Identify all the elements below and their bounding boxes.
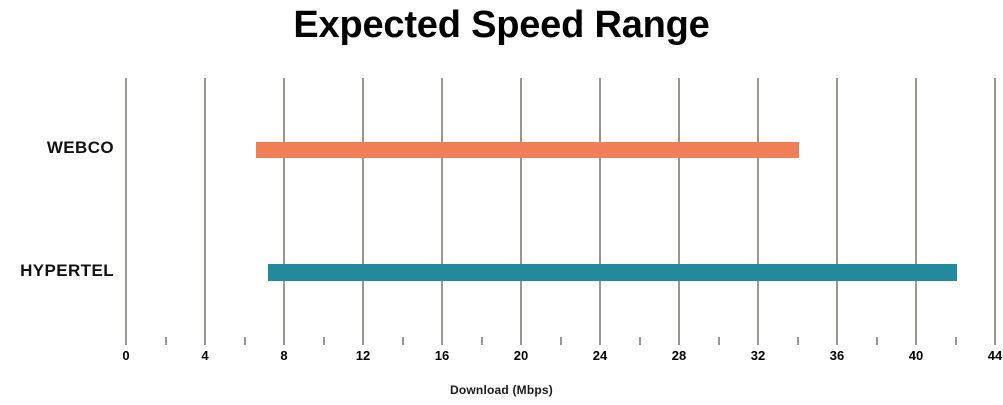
x-tick-label-12: 12 <box>355 348 371 363</box>
tick-mark-36 <box>836 337 838 345</box>
x-axis-title: Download (Mbps) <box>450 383 553 397</box>
tick-mark-10 <box>322 337 325 345</box>
bar-webco[interactable] <box>256 142 800 158</box>
tick-mark-26 <box>638 337 641 345</box>
tick-mark-30 <box>717 337 720 345</box>
tick-mark-4 <box>204 337 206 345</box>
tick-mark-12 <box>362 337 364 345</box>
gridline-20 <box>520 78 522 337</box>
x-tick-label-8: 8 <box>280 348 288 363</box>
x-tick-label-16: 16 <box>434 348 450 363</box>
gridline-36 <box>836 78 838 337</box>
tick-mark-42 <box>954 337 957 345</box>
gridline-40 <box>915 78 917 337</box>
chart-title: Expected Speed Range <box>293 4 710 46</box>
tick-mark-38 <box>875 337 878 345</box>
x-tick-label-4: 4 <box>201 348 209 363</box>
gridline-44 <box>994 78 996 337</box>
tick-mark-34 <box>796 337 799 345</box>
tick-mark-28 <box>678 337 680 345</box>
x-tick-label-32: 32 <box>750 348 766 363</box>
gridline-12 <box>362 78 364 337</box>
tick-mark-44 <box>994 337 996 345</box>
tick-mark-6 <box>243 337 246 345</box>
x-tick-label-24: 24 <box>592 348 608 363</box>
tick-mark-32 <box>757 337 759 345</box>
gridline-28 <box>678 78 680 337</box>
gridline-8 <box>283 78 285 337</box>
gridline-24 <box>599 78 601 337</box>
tick-mark-14 <box>401 337 404 345</box>
gridline-32 <box>757 78 759 337</box>
tick-mark-2 <box>164 337 167 345</box>
gridline-16 <box>441 78 443 337</box>
tick-mark-18 <box>480 337 483 345</box>
tick-mark-16 <box>441 337 443 345</box>
tick-mark-8 <box>283 337 285 345</box>
category-label-webco: WEBCO <box>46 138 114 157</box>
tick-mark-20 <box>520 337 522 345</box>
plot-area <box>125 78 996 337</box>
x-tick-label-36: 36 <box>829 348 845 363</box>
x-tick-label-44: 44 <box>987 348 1003 363</box>
x-tick-label-0: 0 <box>122 348 130 363</box>
tick-mark-0 <box>125 337 127 345</box>
category-label-hypertel: HYPERTEL <box>20 261 114 280</box>
gridline-4 <box>204 78 206 337</box>
tick-mark-40 <box>915 337 917 345</box>
tick-mark-24 <box>599 337 601 345</box>
x-tick-label-40: 40 <box>908 348 924 363</box>
bar-hypertel[interactable] <box>268 264 958 281</box>
x-tick-label-20: 20 <box>513 348 529 363</box>
x-tick-label-28: 28 <box>671 348 687 363</box>
gridline-0 <box>125 78 127 337</box>
tick-mark-22 <box>559 337 562 345</box>
